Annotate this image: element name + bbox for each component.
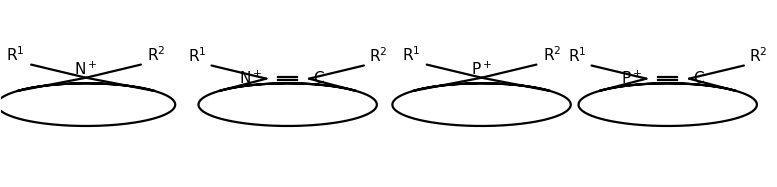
Text: $\mathregular{R^1}$: $\mathregular{R^1}$ [402,45,420,64]
Text: C: C [313,71,323,86]
Text: $\mathregular{N^+}$: $\mathregular{N^+}$ [239,70,263,87]
Text: $\mathregular{R^1}$: $\mathregular{R^1}$ [568,46,586,65]
Text: $\mathregular{R^1}$: $\mathregular{R^1}$ [6,45,25,64]
Text: C: C [693,71,703,86]
Text: $\mathregular{N^+}$: $\mathregular{N^+}$ [75,60,98,78]
Text: $\mathregular{R^2}$: $\mathregular{R^2}$ [542,45,561,64]
Text: $\mathregular{P^+}$: $\mathregular{P^+}$ [622,70,643,87]
Text: $\mathregular{R^2}$: $\mathregular{R^2}$ [749,46,768,65]
Text: $\mathregular{R^2}$: $\mathregular{R^2}$ [369,46,388,65]
Text: $\mathregular{R^2}$: $\mathregular{R^2}$ [147,45,166,64]
Text: $\mathregular{P^+}$: $\mathregular{P^+}$ [471,60,492,78]
Text: $\mathregular{R^1}$: $\mathregular{R^1}$ [187,46,206,65]
